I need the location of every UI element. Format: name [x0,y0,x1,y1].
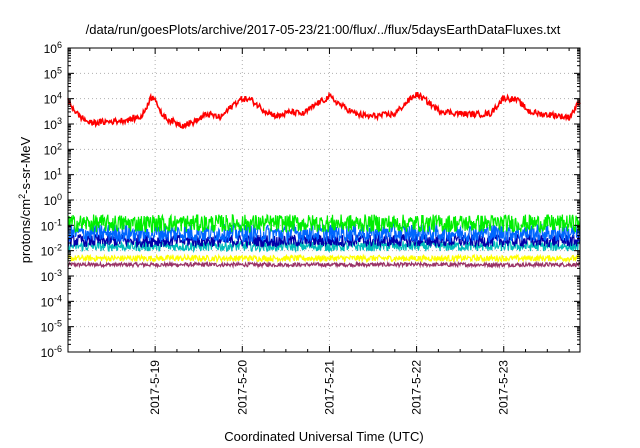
y-tick-label: 10-1 [41,217,62,233]
y-tick-label: 105 [44,65,62,81]
y-tick-label: 102 [44,141,62,157]
x-tick-label: 2017-5-20 [235,360,249,415]
y-tick-label: 103 [44,116,62,132]
series-purple [67,260,581,269]
y-tick-label: 104 [44,91,62,107]
y-tick-label: 10-5 [41,319,62,335]
grid [68,48,580,352]
x-tick-label: 2017-5-19 [148,360,162,415]
series-yellow [67,253,581,264]
y-tick-label: 106 [44,40,62,56]
y-axis-label: protons/cm2-s-sr-MeV [17,136,33,263]
x-axis: 2017-5-19 2017-5-20 2017-5-21 2017-5-22 2017… [89,48,570,415]
series-blue [67,222,581,245]
y-tick-label: 10-3 [41,268,62,284]
x-tick-label: 2017-5-23 [497,360,511,415]
x-tick-label: 2017-5-21 [322,360,336,415]
series-red [67,91,581,130]
y-tick-label: 101 [44,167,62,183]
y-tick-label: 10-4 [41,293,62,309]
y-tick-label: 10-2 [41,243,62,259]
y-axis: 106 105 104 103 102 101 100 10-1 10-2 10-3 10-4 10-… [41,40,580,360]
y-tick-label: 100 [44,192,62,208]
y-tick-label: 10-6 [41,344,62,360]
chart-title: /data/run/goesPlots/archive/2017-05-23/2… [86,22,561,37]
x-tick-label: 2017-5-22 [410,360,424,415]
series-green [67,213,581,234]
x-axis-label: Coordinated Universal Time (UTC) [224,429,423,444]
series-group [67,91,581,269]
